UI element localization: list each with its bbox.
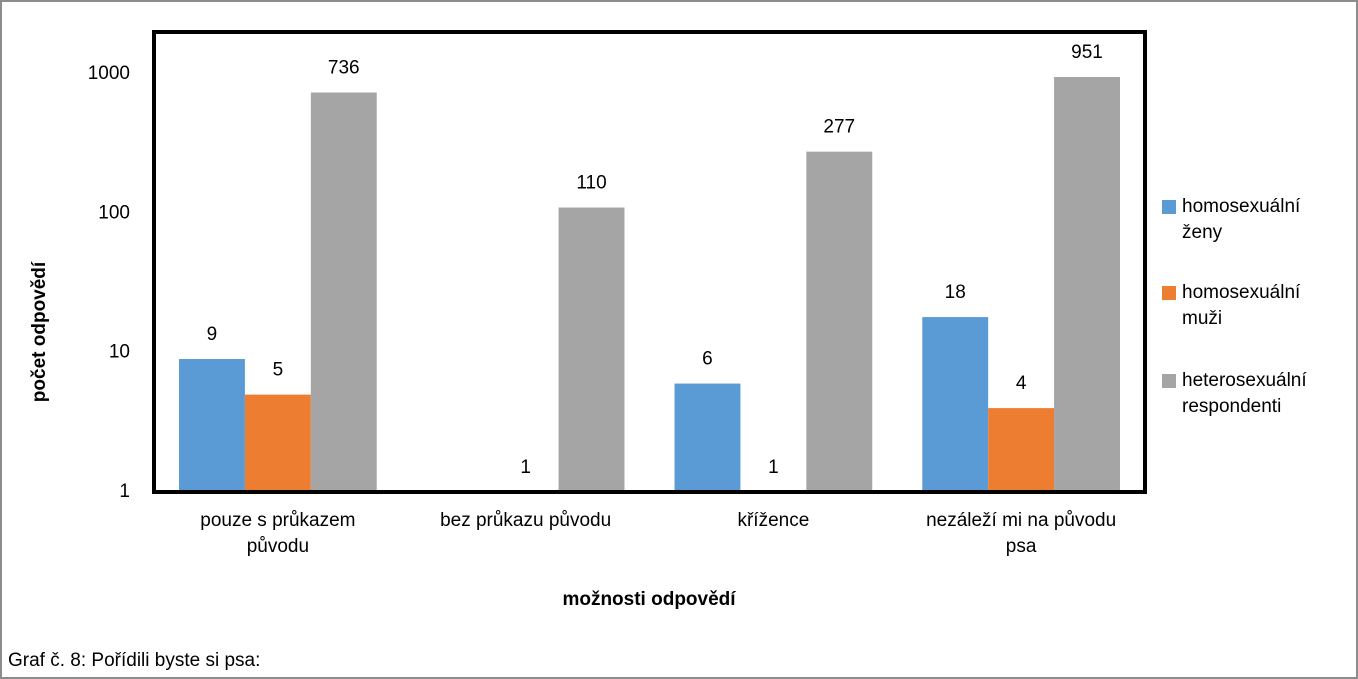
bar: [310, 92, 377, 492]
x-axis-title: možnosti odpovědí: [562, 589, 736, 610]
y-tick-label: 10: [109, 342, 130, 363]
bar: [244, 394, 311, 492]
x-tick-label: bez průkazu původu: [440, 510, 612, 531]
legend-label: homosexuální muži: [1182, 282, 1301, 329]
legend-swatch: [1162, 200, 1176, 214]
data-label: 736: [328, 58, 360, 79]
bar: [179, 359, 245, 492]
legend-item: homosexuální ženy: [1162, 194, 1352, 246]
data-label: 1: [520, 457, 531, 478]
data-label: 1: [768, 457, 779, 478]
data-label: 9: [207, 324, 218, 345]
data-label: 277: [823, 117, 855, 138]
data-label: 110: [576, 173, 606, 194]
bar: [558, 207, 625, 493]
data-label: 6: [702, 349, 713, 370]
legend-item: homosexuální muži: [1162, 280, 1352, 332]
bar: [674, 383, 741, 492]
legend-label: heterosexuální respondenti: [1182, 370, 1307, 417]
data-label: 4: [1016, 373, 1027, 394]
data-label: 951: [1071, 42, 1103, 63]
plot-frame: [152, 30, 1147, 494]
legend-swatch: [1162, 286, 1176, 300]
bar: [922, 317, 989, 492]
legend-label: homosexuální ženy: [1182, 196, 1301, 243]
x-tick-label: pouze s průkazem původu: [200, 510, 356, 557]
legend-swatch: [1162, 374, 1176, 388]
x-tick-label: křížence: [737, 510, 810, 531]
x-tick-label: nezáleží mi na původu psa: [926, 510, 1117, 557]
y-tick-label: 100: [98, 202, 130, 223]
y-tick-label: 1: [119, 481, 130, 502]
legend-item: heterosexuální respondenti: [1162, 368, 1352, 420]
data-label: 18: [945, 282, 966, 303]
data-label: 5: [273, 360, 284, 381]
y-axis-title: počet odpovědí: [29, 261, 50, 402]
bar: [806, 151, 873, 493]
bar: [988, 408, 1055, 492]
caption: Graf č. 8: Pořídili byste si psa:: [8, 650, 260, 671]
bar: [1054, 76, 1120, 492]
y-tick-label: 1000: [88, 63, 130, 84]
